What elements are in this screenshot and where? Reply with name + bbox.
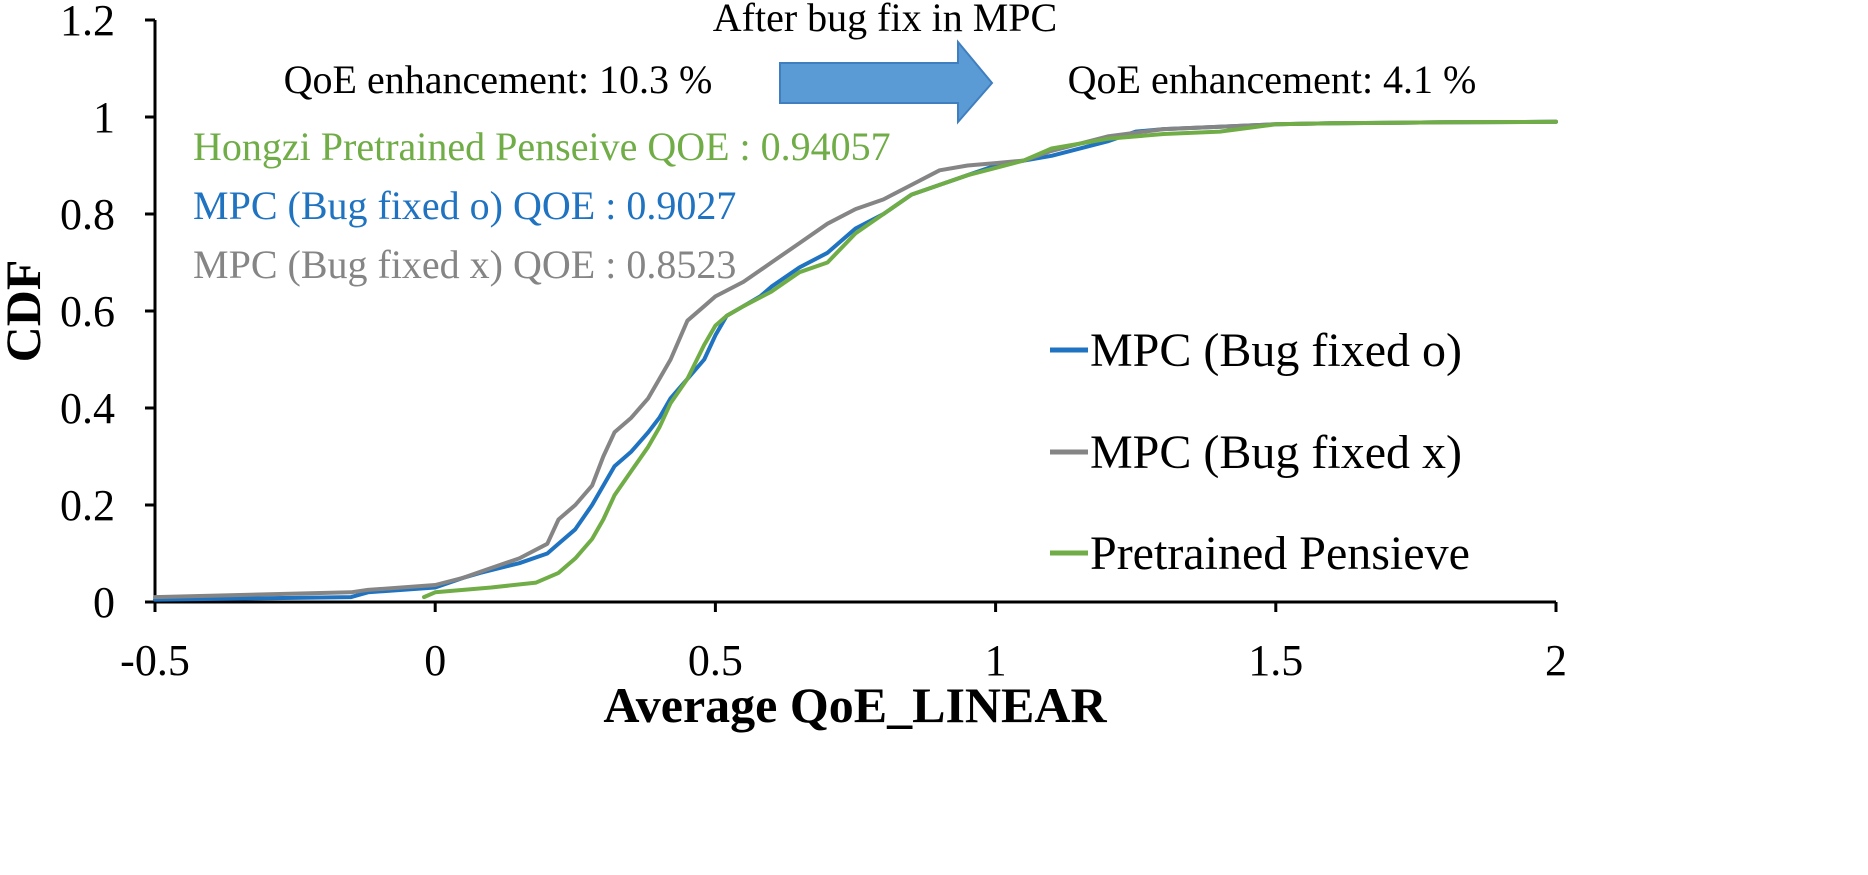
x-axis-title: Average QoE_LINEAR: [603, 677, 1107, 733]
arrow-label: After bug fix in MPC: [713, 0, 1057, 40]
x-tick-label: 1.5: [1248, 636, 1303, 685]
x-tick-label: 0: [424, 636, 446, 685]
series-line-pretrained-pensieve: [422, 119, 1558, 600]
y-axis-title: CDF: [0, 260, 51, 363]
left-enhancement-label: QoE enhancement: 10.3 %: [284, 57, 713, 102]
legend-label-mpc-fixed-o: MPC (Bug fixed o): [1090, 324, 1462, 377]
stat-mpc-fixed-o-qoe: MPC (Bug fixed o) QOE : 0.9027: [193, 183, 736, 228]
x-tick-label: 2: [1545, 636, 1567, 685]
right-enhancement-label: QoE enhancement: 4.1 %: [1068, 57, 1477, 102]
series-lines: [153, 119, 1558, 602]
y-tick-label: 1: [93, 93, 115, 142]
legend: MPC (Bug fixed o) MPC (Bug fixed x) Pret…: [1050, 324, 1470, 580]
y-tick-label: 0.2: [60, 481, 115, 530]
legend-label-pretrained-pensieve: Pretrained Pensieve: [1090, 527, 1470, 580]
x-tick-label: -0.5: [120, 636, 190, 685]
legend-label-mpc-fixed-x: MPC (Bug fixed x): [1090, 426, 1462, 479]
right-arrow-icon: [779, 39, 994, 125]
y-tick-label: 0.6: [60, 287, 115, 336]
tick-marks: [145, 18, 1558, 612]
y-tick-label: 0: [93, 578, 115, 627]
axes: [153, 20, 1556, 604]
x-tick-label: 1: [985, 636, 1007, 685]
stat-mpc-fixed-x-qoe: MPC (Bug fixed x) QOE : 0.8523: [193, 242, 736, 287]
y-tick-label: 1.2: [60, 0, 115, 45]
y-tick-label: 0.4: [60, 384, 115, 433]
x-tick-label: 0.5: [688, 636, 743, 685]
y-tick-label: 0.8: [60, 190, 115, 239]
tick-labels: -0.5 0 0.5 1 1.5 200.20.40.60.811.2: [60, 0, 1567, 685]
stat-pensieve-qoe: Hongzi Pretrained Penseive QOE : 0.94057: [193, 124, 891, 169]
